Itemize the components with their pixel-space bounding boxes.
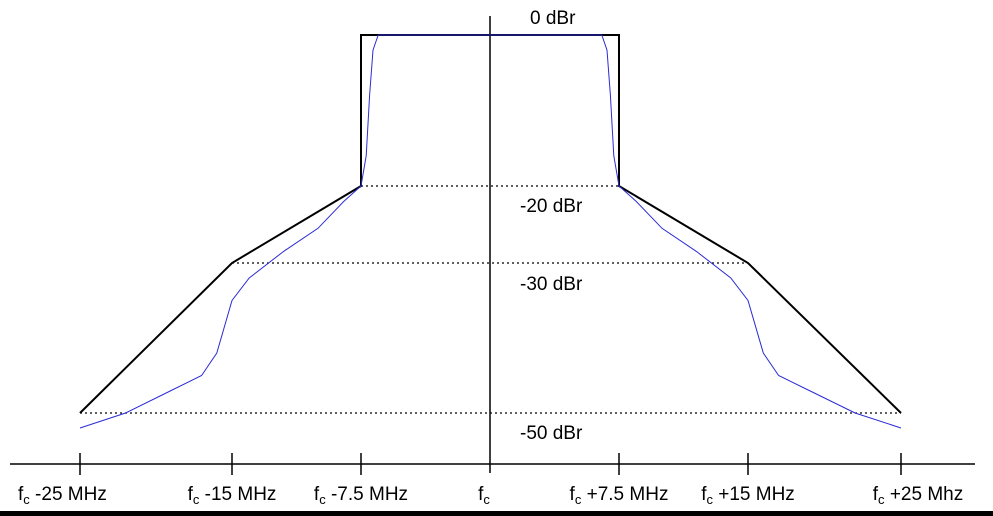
level-label-20: -20 dBr <box>520 196 583 217</box>
frequency-label: fc +15 MHz <box>701 484 795 507</box>
frequency-labels: fc -25 MHz fc -15 MHz fc -7.5 MHz fc fc +7.5… <box>18 484 963 507</box>
level-label-30: -30 dBr <box>520 274 583 295</box>
frequency-label: fc -7.5 MHz <box>314 484 408 507</box>
frequency-label: fc +25 Mhz <box>873 484 963 507</box>
frequency-label: fc -25 MHz <box>18 484 107 507</box>
level-label-50: -50 dBr <box>520 423 583 444</box>
frequency-label: fc -15 MHz <box>188 484 277 507</box>
frequency-label: fc +7.5 MHz <box>570 484 669 507</box>
level-label-0: 0 dBr <box>530 8 576 29</box>
frequency-label: fc <box>478 484 490 507</box>
bottom-rule <box>0 511 993 516</box>
